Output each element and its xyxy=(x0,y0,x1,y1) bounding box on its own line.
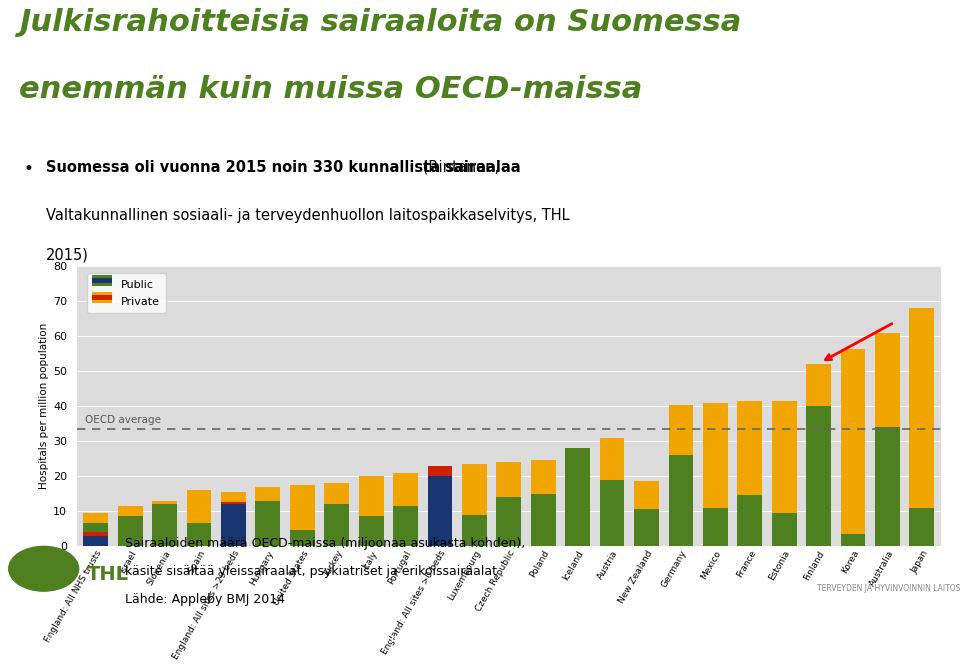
Bar xyxy=(737,401,762,496)
Bar xyxy=(806,406,831,546)
Bar xyxy=(427,466,452,476)
Bar xyxy=(221,502,246,504)
Bar xyxy=(600,438,624,480)
Bar xyxy=(876,333,900,428)
Bar xyxy=(84,532,108,535)
Bar xyxy=(668,404,693,456)
Bar xyxy=(427,476,452,546)
Bar xyxy=(841,534,865,546)
Text: (Rintanen,: (Rintanen, xyxy=(418,160,499,175)
Text: Palvelutarpeet ja palveluverkko/Eeva Reissell: Palvelutarpeet ja palveluverkko/Eeva Rei… xyxy=(353,634,607,645)
Bar xyxy=(427,476,452,546)
Bar xyxy=(737,496,762,546)
Bar xyxy=(427,466,452,476)
Bar xyxy=(394,506,418,546)
Text: Suomessa oli vuonna 2015 noin 330 kunnallista sairaalaa: Suomessa oli vuonna 2015 noin 330 kunnal… xyxy=(46,160,520,175)
Text: käsite sisältää yleissairaalat, psykiatriset ja erikoissairaalat: käsite sisältää yleissairaalat, psykiatr… xyxy=(125,565,497,578)
Circle shape xyxy=(9,546,79,591)
Bar xyxy=(806,364,831,406)
Text: 29.6.2016: 29.6.2016 xyxy=(19,634,76,645)
Bar xyxy=(531,494,556,546)
Bar xyxy=(703,403,728,507)
Text: Lähde: Appleby BMJ 2014: Lähde: Appleby BMJ 2014 xyxy=(125,593,285,606)
Text: 3: 3 xyxy=(924,634,931,645)
Bar xyxy=(909,507,934,546)
Y-axis label: Hospitals per million population: Hospitals per million population xyxy=(38,323,49,490)
Bar xyxy=(118,516,142,546)
Text: Julkisrahoitteisia sairaaloita on Suomessa: Julkisrahoitteisia sairaaloita on Suomes… xyxy=(19,8,741,37)
Bar xyxy=(496,462,521,497)
Bar xyxy=(772,401,797,513)
Bar xyxy=(290,485,315,530)
Bar xyxy=(290,530,315,546)
Bar xyxy=(635,482,659,509)
Bar xyxy=(703,507,728,546)
Bar xyxy=(324,484,349,504)
Text: 2015): 2015) xyxy=(46,248,89,263)
Text: enemmän kuin muissa OECD-maissa: enemmän kuin muissa OECD-maissa xyxy=(19,75,642,104)
Bar xyxy=(359,476,383,516)
Bar xyxy=(876,428,900,546)
Bar xyxy=(462,464,487,515)
Bar xyxy=(255,501,280,546)
Text: THL: THL xyxy=(87,565,130,584)
Bar xyxy=(153,504,177,546)
Bar xyxy=(221,504,246,546)
Bar xyxy=(841,348,865,534)
Bar xyxy=(394,473,418,506)
Bar xyxy=(221,492,246,504)
Text: OECD average: OECD average xyxy=(85,415,161,425)
Bar xyxy=(462,515,487,546)
Bar xyxy=(565,448,590,546)
Bar xyxy=(909,308,934,507)
Bar xyxy=(84,513,108,523)
Bar xyxy=(668,456,693,546)
Text: Sairaaloiden määrä OECD-maissa (miljoonaa asukasta kohden),: Sairaaloiden määrä OECD-maissa (miljoona… xyxy=(125,537,525,550)
Bar xyxy=(186,523,211,546)
Bar xyxy=(496,497,521,546)
Bar xyxy=(600,480,624,546)
Bar xyxy=(186,490,211,523)
Bar xyxy=(324,504,349,546)
Text: Valtakunnallinen sosiaali- ja terveydenhuollon laitospaikkaselvitys, THL: Valtakunnallinen sosiaali- ja terveydenh… xyxy=(46,208,569,223)
Bar xyxy=(635,509,659,546)
Bar xyxy=(255,487,280,501)
Legend: Public, Private: Public, Private xyxy=(86,273,166,313)
Bar xyxy=(221,504,246,546)
Bar xyxy=(772,513,797,546)
Bar xyxy=(118,506,142,516)
Bar xyxy=(84,523,108,546)
Bar xyxy=(84,535,108,546)
Bar xyxy=(153,501,177,504)
Text: •: • xyxy=(24,160,34,178)
Bar xyxy=(531,460,556,494)
Bar xyxy=(359,516,383,546)
Text: TERVEYDEN JA HYVINVOINNIN LAITOS: TERVEYDEN JA HYVINVOINNIN LAITOS xyxy=(817,584,960,593)
